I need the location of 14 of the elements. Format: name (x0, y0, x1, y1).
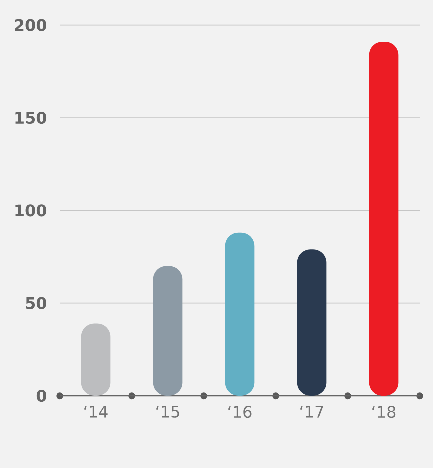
bar (225, 232, 255, 396)
x-tick-label: ‘16 (228, 406, 252, 418)
x-tick-label: ‘14 (84, 406, 108, 418)
bar (369, 42, 399, 396)
bar (153, 266, 183, 396)
x-tick-label: ‘17 (300, 406, 324, 418)
x-tick-label: ‘15 (156, 406, 180, 418)
y-tick-label: 50 (26, 297, 47, 310)
y-tick-label: 0 (36, 390, 47, 402)
y-tick-label: 200 (15, 19, 47, 32)
y-tick-label: 150 (16, 112, 47, 124)
x-tick-label: ‘18 (372, 406, 396, 418)
bar (297, 250, 327, 396)
y-tick-label: 100 (16, 204, 47, 217)
